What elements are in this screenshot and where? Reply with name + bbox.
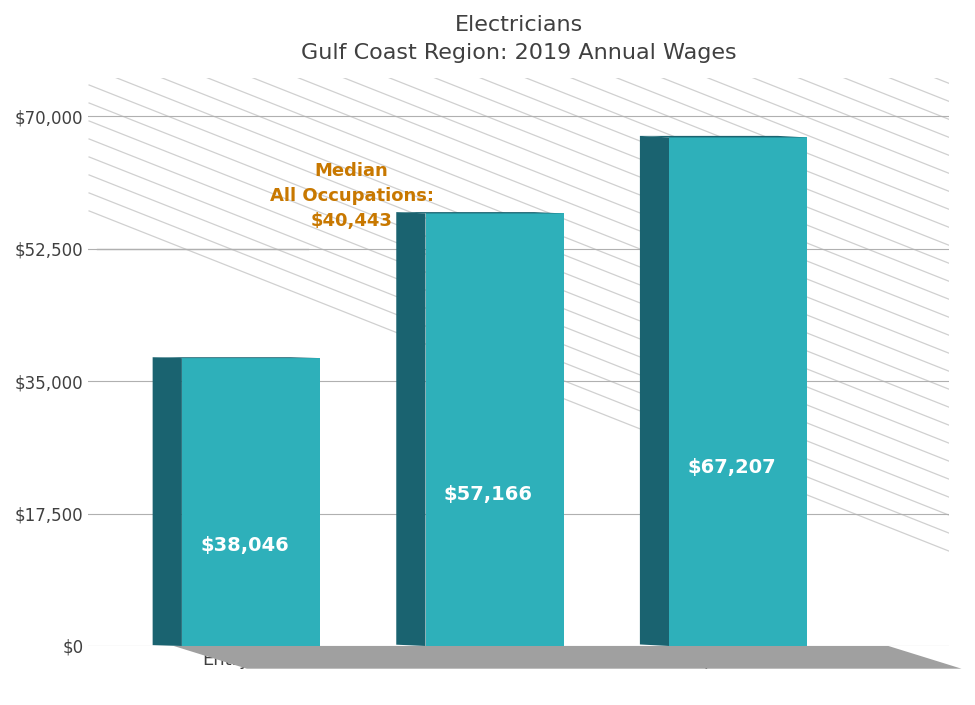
Polygon shape bbox=[396, 212, 564, 214]
Text: Median
All Occupations:
$40,443: Median All Occupations: $40,443 bbox=[270, 161, 434, 230]
Polygon shape bbox=[396, 212, 425, 646]
Polygon shape bbox=[153, 357, 182, 646]
Polygon shape bbox=[174, 646, 961, 668]
Title: Electricians
Gulf Coast Region: 2019 Annual Wages: Electricians Gulf Coast Region: 2019 Ann… bbox=[301, 15, 737, 63]
Text: $57,166: $57,166 bbox=[444, 485, 532, 504]
Polygon shape bbox=[153, 357, 320, 358]
Bar bbox=[425, 214, 564, 646]
Polygon shape bbox=[640, 136, 807, 137]
Bar bbox=[182, 358, 320, 646]
Polygon shape bbox=[640, 136, 669, 646]
Bar bbox=[669, 137, 807, 646]
Text: $67,207: $67,207 bbox=[687, 458, 776, 477]
Text: $38,046: $38,046 bbox=[200, 536, 289, 555]
